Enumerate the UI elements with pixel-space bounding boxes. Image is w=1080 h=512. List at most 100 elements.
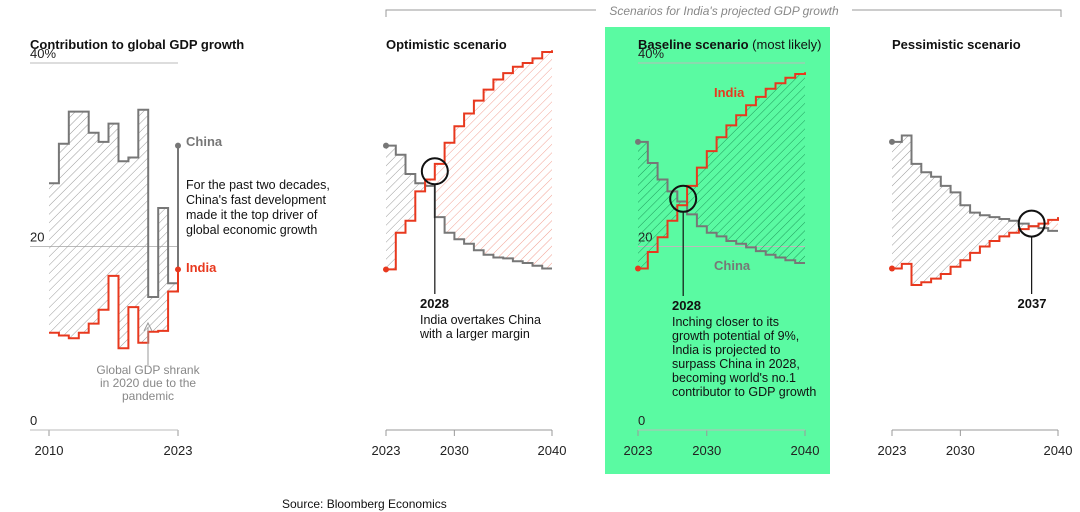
china-annotation-line: global economic growth [186,223,317,237]
gap-fill-2034 [746,105,756,248]
pessimistic-chart-panel: Pessimistic scenario 2023 2030 2040 2037 [878,37,1073,458]
gap-fill-2032 [473,100,484,251]
gap-fill-2035 [503,73,513,259]
gap-fill-2014 [88,132,99,324]
pandemic-annotation-line: in 2020 due to the [100,376,196,390]
china-line [386,144,552,270]
china-series-label: China [186,134,223,149]
y-tick-label-40: 40% [30,46,56,61]
gap-fill-2038 [785,77,796,261]
china-series-label: China [714,258,751,273]
optimistic-chart-panel: Optimistic scenario 2023 2030 2040 2028 India… [372,37,567,458]
crossover-year-label: 2037 [1018,296,1047,311]
gap-fill-2013 [78,111,89,333]
india-series-label: India [186,260,217,275]
gap-fill-2026 [415,183,426,192]
gap-fill-2010 [49,183,59,333]
x-tick-label-2040: 2040 [1044,443,1073,458]
gap-fill-2024 [901,135,912,264]
china-line [49,108,179,298]
gap-fill-2038 [1038,223,1049,229]
crossover-annotation-line: growth potential of 9%, [672,329,799,343]
pandemic-annotation-line: pandemic [122,389,174,403]
y-tick-label-20: 20 [30,230,44,245]
gap-fill-2037 [775,83,786,258]
chart-title: Pessimistic scenario [892,37,1021,52]
y-tick-label-0: 0 [638,413,645,428]
x-tick-label-2040: 2040 [538,443,567,458]
gap-fill-2032 [979,215,990,247]
gap-fill-2019 [138,109,149,343]
chart-title: Contribution to global GDP growth [30,37,244,52]
x-tick-label-2023: 2023 [164,443,193,458]
india-line [638,72,806,270]
gap-fill-2027 [677,201,688,206]
gap-fill-2039 [1048,219,1058,231]
source-note: Source: Bloomberg Economics [282,497,447,511]
china-annotation-line: China's fast development [186,193,326,207]
gap-fill-2031 [716,137,727,237]
gap-fill-2031 [970,212,980,253]
y-tick-label-0: 0 [30,413,37,428]
gap-fill-2025 [405,174,416,221]
gap-fill-2030 [960,205,971,261]
gap-fill-2039 [542,51,552,269]
gap-fill-2039 [795,74,805,264]
gap-fill-2038 [532,58,543,266]
crossover-annotation-line: India is projected to [672,343,780,357]
chart-title-note: (most likely) [749,37,822,52]
crossover-annotation-line: becoming world's no.1 [672,371,796,385]
gap-fill-2027 [931,176,941,279]
gap-fill-2026 [921,172,932,283]
gap-fill-2028 [434,163,445,218]
x-tick-label-2030: 2030 [946,443,975,458]
india-line [386,50,553,271]
gap-fill-2028 [687,185,697,215]
india-line [892,217,1059,286]
gap-fill-2034 [493,79,504,258]
chart-title: Baseline scenario (most likely) [638,37,822,52]
pandemic-arrowhead [143,321,153,332]
china-start-dot [889,138,895,145]
india-start-dot [635,265,641,272]
gap-fill-2020 [148,296,159,332]
pandemic-annotation-line: Global GDP shrank [96,363,200,377]
x-tick-label-2040: 2040 [791,443,820,458]
crossover-annotation-line: India overtakes China [420,313,541,327]
y-tick-label-40: 40% [638,46,664,61]
gap-fill-2036 [765,88,776,255]
x-tick-label-2023: 2023 [624,443,653,458]
scenario-header-bracket [385,9,1062,17]
india-start-dot [889,265,895,272]
china-annotation-line: made it the top driver of [186,208,318,222]
x-tick-label-2023: 2023 [372,443,401,458]
gap-fill-2036 [512,66,523,262]
x-tick-label-2030: 2030 [692,443,721,458]
china-start-dot [383,142,389,149]
china-line [892,134,1058,232]
x-tick-label-2030: 2030 [440,443,469,458]
gap-fill-2025 [911,163,922,286]
crossover-annotation-line: Inching closer to its [672,315,779,329]
gap-fill-2033 [483,89,494,255]
gap-fill-2023 [386,145,396,270]
gap-fill-2030 [454,126,465,240]
india-line [49,269,179,350]
gap-fill-2035 [755,96,766,252]
crossover-annotation-line: with a larger margin [419,327,530,341]
gap-fill-2024 [395,154,406,233]
crossover-year-label: 2028 [672,298,701,313]
china-start-dot [635,138,641,145]
x-tick-label-2010: 2010 [35,443,64,458]
gap-fill-2023 [638,141,648,269]
x-tick-label-2023: 2023 [878,443,907,458]
gap-fill-2015 [98,141,109,310]
china-end-dot [175,142,181,149]
gap-fill-2011 [58,143,69,336]
gap-fill-2016 [108,123,119,276]
gap-fill-2029 [696,167,707,227]
india-series-label: India [714,85,745,100]
gap-fill-2034 [999,218,1010,237]
